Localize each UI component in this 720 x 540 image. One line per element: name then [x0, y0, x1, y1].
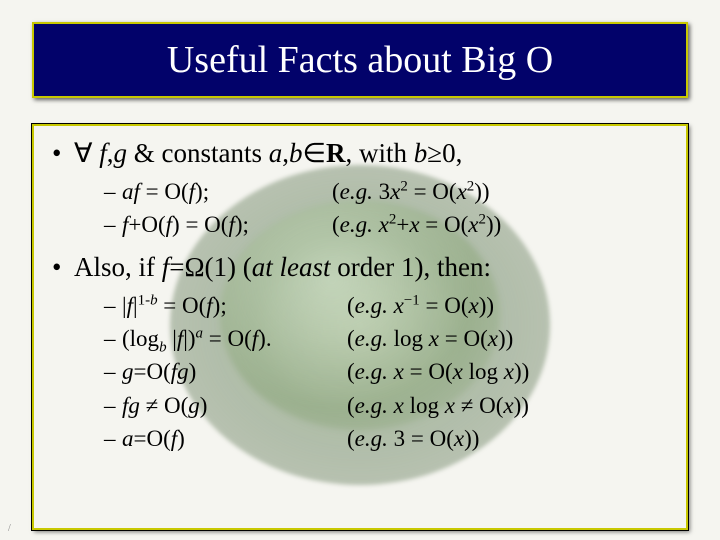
- sub-right: (e.g. x−1 = O(x)): [347, 289, 668, 322]
- dash: –: [104, 175, 122, 208]
- bullet-dot: •: [52, 252, 74, 283]
- sub-left: (logb |f|)a = O(f).: [122, 322, 347, 355]
- sub-right: (e.g. log x = O(x)): [347, 322, 668, 355]
- dash: –: [104, 422, 122, 455]
- sub-item: –af = O(f);(e.g. 3x2 = O(x2)): [104, 175, 668, 208]
- sub-left: f+O(f) = O(f);: [122, 208, 332, 241]
- sub-item: –(logb |f|)a = O(f).(e.g. log x = O(x)): [104, 322, 668, 355]
- sub-left: af = O(f);: [122, 175, 332, 208]
- dash: –: [104, 355, 122, 388]
- sub-item: –a=O(f)(e.g. 3 = O(x)): [104, 422, 668, 455]
- bullet-2-text: Also, if f=Ω(1) (at least order 1), then…: [74, 252, 668, 283]
- sub-left: g=O(fg): [122, 355, 347, 388]
- title-box: Useful Facts about Big O: [32, 22, 688, 98]
- sub-item: –g=O(fg)(e.g. x = O(x log x)): [104, 355, 668, 388]
- sub-left: fg ≠ O(g): [122, 389, 347, 422]
- dash: –: [104, 389, 122, 422]
- bullet-2: • Also, if f=Ω(1) (at least order 1), th…: [52, 252, 668, 283]
- bullet-1-text: ∀ f,g & constants a,b∈R, with b≥0,: [74, 138, 668, 169]
- sub-left: a=O(f): [122, 422, 347, 455]
- sub-right: (e.g. 3x2 = O(x2)): [332, 175, 668, 208]
- sub-right: (e.g. x log x ≠ O(x)): [347, 389, 668, 422]
- sub-right: (e.g. x2+x = O(x2)): [332, 208, 668, 241]
- sub-list-1: –af = O(f);(e.g. 3x2 = O(x2))–f+O(f) = O…: [104, 175, 668, 242]
- bullet-1: • ∀ f,g & constants a,b∈R, with b≥0,: [52, 138, 668, 169]
- sub-item: –f+O(f) = O(f);(e.g. x2+x = O(x2)): [104, 208, 668, 241]
- slide-title: Useful Facts about Big O: [167, 38, 553, 82]
- dash: –: [104, 208, 122, 241]
- footer-left: /: [8, 523, 11, 534]
- sub-right: (e.g. x = O(x log x)): [347, 355, 668, 388]
- dash: –: [104, 289, 122, 322]
- sub-right: (e.g. 3 = O(x)): [347, 422, 668, 455]
- bullet-dot: •: [52, 138, 74, 169]
- dash: –: [104, 322, 122, 355]
- sub-item: –fg ≠ O(g)(e.g. x log x ≠ O(x)): [104, 389, 668, 422]
- sub-item: –|f|1-b = O(f);(e.g. x−1 = O(x)): [104, 289, 668, 322]
- sub-list-2: –|f|1-b = O(f);(e.g. x−1 = O(x))–(logb |…: [104, 289, 668, 456]
- content-box: • ∀ f,g & constants a,b∈R, with b≥0, –af…: [32, 124, 688, 530]
- sub-left: |f|1-b = O(f);: [122, 289, 347, 322]
- content-inner: • ∀ f,g & constants a,b∈R, with b≥0, –af…: [52, 138, 668, 520]
